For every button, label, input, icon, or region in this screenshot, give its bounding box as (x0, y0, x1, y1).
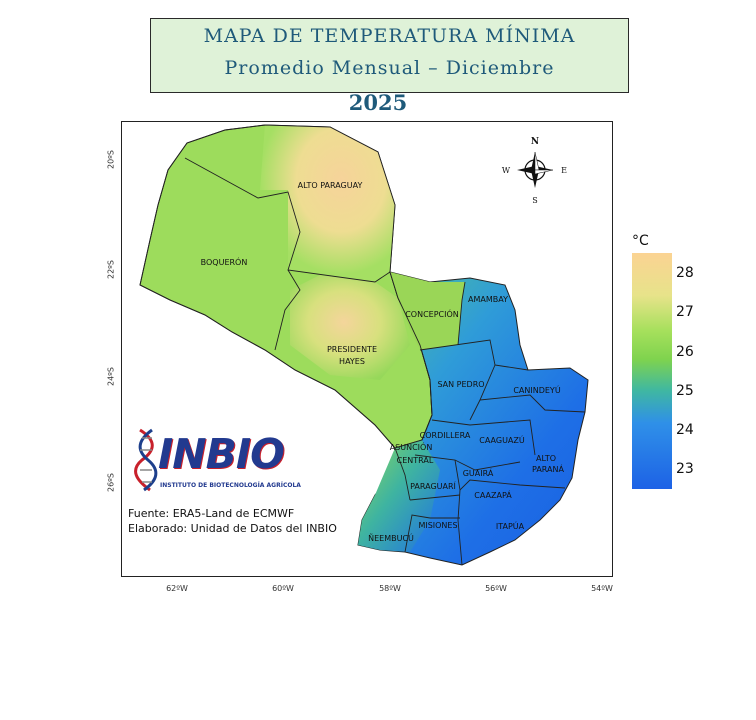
label-alto-parana-1: ALTO (536, 454, 556, 463)
paraguay-map: ALTO PARAGUAY BOQUERÓN PRESIDENTE HAYES … (139, 124, 589, 566)
southwest-area (358, 440, 440, 552)
lon-tick-56w: 56ºW (485, 584, 507, 593)
colorbar-tick-23: 23 (676, 461, 694, 477)
label-asuncion: ASUNCIÓN (390, 441, 433, 452)
alto-paraguay-area (260, 125, 395, 282)
inbio-logo: INBIO INSTITUTO DE BIOTECNOLOGÍA AGRÍCOL… (132, 428, 322, 492)
lon-tick-60w: 60ºW (272, 584, 294, 593)
compass-n: N (531, 137, 539, 147)
lon-tick-54w: 54ºW (591, 584, 613, 593)
label-canindeyu: CANINDEYÚ (513, 384, 560, 395)
colorbar-tick-24: 24 (676, 422, 694, 438)
label-alto-parana-2: PARANÁ (532, 463, 564, 474)
credit-author: Elaborado: Unidad de Datos del INBIO (128, 522, 337, 535)
colorbar-tick-25: 25 (676, 383, 694, 399)
label-neembucu: ÑEEMBUCÚ (368, 532, 414, 543)
department-borders (139, 124, 586, 566)
compass-rose: N S E W (502, 137, 567, 205)
label-alto-paraguay: ALTO PARAGUAY (298, 181, 363, 190)
logo-subtitle: INSTITUTO DE BIOTECNOLOGÍA AGRÍCOLA (160, 482, 301, 489)
colorbar-unit: °C (632, 233, 649, 249)
label-caazapa: CAAZAPÁ (474, 489, 512, 500)
lat-tick-20s: 20ºS (106, 149, 116, 170)
lon-tick-58w: 58ºW (379, 584, 401, 593)
label-itapua: ITAPÚA (496, 520, 525, 531)
lat-tick-24s: 24ºS (106, 366, 116, 387)
colorbar-tick-28: 28 (676, 265, 694, 281)
label-caaguazu: CAAGUAZÚ (479, 434, 525, 445)
label-san-pedro: SAN PEDRO (437, 380, 484, 389)
colorbar-tick-27: 27 (676, 304, 694, 320)
compass-s: S (532, 196, 537, 205)
label-presidente-hayes-1: PRESIDENTE (327, 345, 377, 354)
colorbar-tick-26: 26 (676, 344, 694, 360)
presidente-hayes-area (290, 275, 410, 380)
label-paraguari: PARAGUARÍ (410, 480, 456, 491)
label-cordillera: CORDILLERA (420, 431, 471, 440)
label-misiones: MISIONES (418, 521, 457, 530)
logo-wordmark: INBIO (158, 430, 285, 478)
dna-helix-icon (134, 428, 158, 492)
credit-source: Fuente: ERA5-Land de ECMWF (128, 507, 295, 520)
label-amambay: AMAMBAY (468, 295, 508, 304)
map-subtitle: Promedio Mensual – Diciembre (224, 57, 555, 79)
compass-w: W (502, 166, 511, 175)
label-boqueron: BOQUERÓN (201, 256, 248, 267)
label-presidente-hayes-2: HAYES (339, 357, 365, 366)
label-central: CENTRAL (397, 456, 434, 465)
label-concepcion: CONCEPCIÓN (405, 308, 459, 319)
compass-e: E (561, 166, 567, 175)
label-guaira: GUAIRÁ (463, 467, 494, 478)
map-title: MAPA DE TEMPERATURA MÍNIMA (203, 25, 576, 47)
title-box: MAPA DE TEMPERATURA MÍNIMA Promedio Mens… (150, 18, 629, 93)
lon-tick-62w: 62ºW (166, 584, 188, 593)
colorbar (632, 253, 672, 489)
concepcion-area (390, 272, 465, 350)
lat-tick-22s: 22ºS (106, 259, 116, 280)
map-year: 2025 (348, 90, 408, 115)
lat-tick-26s: 26ºS (106, 472, 116, 493)
credits: Fuente: ERA5-Land de ECMWF Elaborado: Un… (128, 506, 337, 536)
